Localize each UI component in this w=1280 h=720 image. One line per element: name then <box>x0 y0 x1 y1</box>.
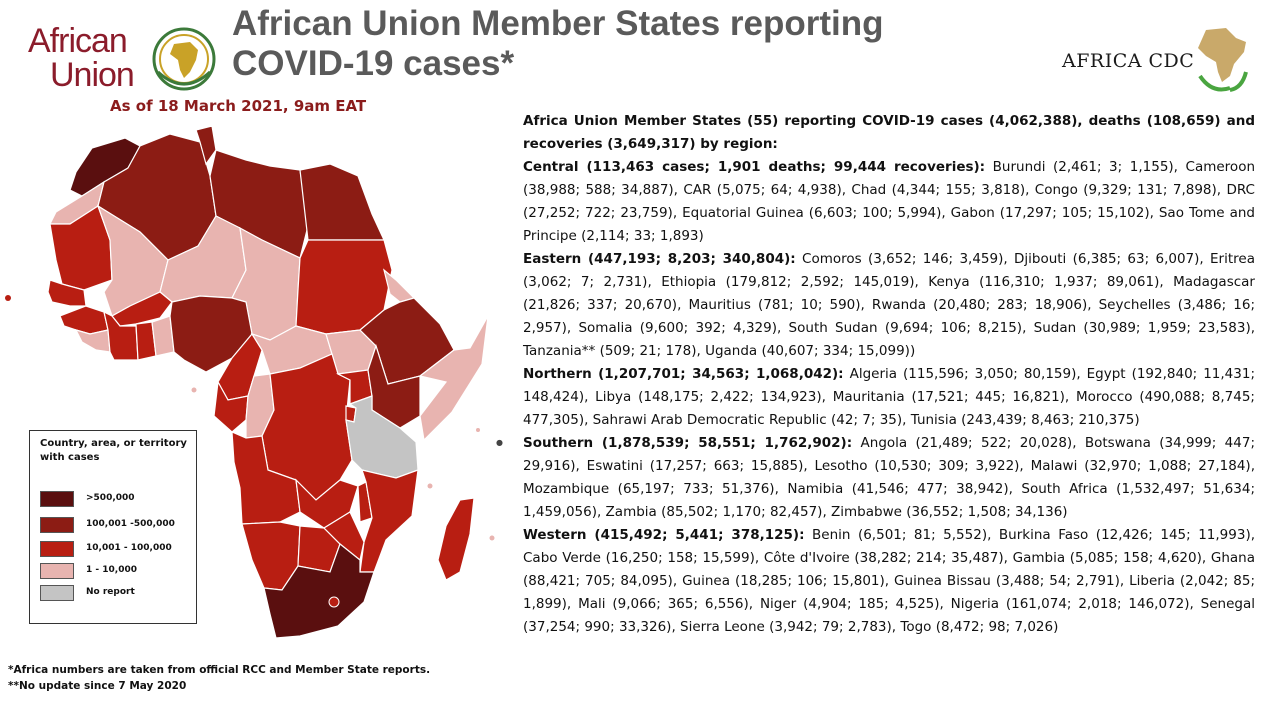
map-region-sierra-leone-liberia <box>74 329 111 353</box>
map-region-eritrea <box>382 268 416 303</box>
legend-swatch <box>40 517 74 533</box>
region-body: Angola (21,489; 522; 20,028), Botswana (… <box>523 435 1255 520</box>
map-region-seychelles <box>476 428 480 432</box>
africa-cdc-logo: AFRICA CDC <box>1058 22 1258 100</box>
decorative-dot-icon: ● <box>496 438 503 447</box>
legend-title: Country, area, or territory with cases <box>40 438 187 463</box>
map-region-comoros <box>427 483 433 489</box>
legend-swatch <box>40 563 74 579</box>
legend-label: 100,001 -500,000 <box>86 519 175 529</box>
region-header: Northern (1,207,701; 34,563; 1,068,042): <box>523 366 844 382</box>
page-title: African Union Member States reporting CO… <box>232 4 992 84</box>
map-region-mozambique <box>359 469 419 573</box>
region-body: Algeria (115,596; 3,050; 80,159), Egypt … <box>523 366 1255 428</box>
region-body: Benin (6,501; 81; 5,552), Burkina Faso (… <box>523 527 1256 635</box>
legend-swatch <box>40 541 74 557</box>
footnote-2: **No update since 7 May 2020 <box>8 680 187 692</box>
legend-label: No report <box>86 587 135 597</box>
map-region-south-africa <box>263 543 375 639</box>
legend-swatch <box>40 585 74 601</box>
footnotes: *Africa numbers are taken from official … <box>8 662 430 694</box>
region-central: Central (113,463 cases; 1,901 deaths; 99… <box>523 156 1255 248</box>
legend-label: 10,001 - 100,000 <box>86 543 172 553</box>
legend-swatch <box>40 491 74 507</box>
region-southern: Southern (1,878,539; 58,551; 1,762,902):… <box>523 432 1255 524</box>
map-region-cabo-verde <box>5 295 11 301</box>
map-region-zimbabwe <box>323 511 365 562</box>
region-header: Western (415,492; 5,441; 378,125): <box>523 527 805 543</box>
regional-summary: Africa Union Member States (55) reportin… <box>523 110 1255 639</box>
region-eastern: Eastern (447,193; 8,203; 340,804): Comor… <box>523 248 1255 363</box>
title-line-2: COVID-19 cases* <box>232 44 515 83</box>
legend-label: >500,000 <box>86 493 135 503</box>
map-region-tunisia <box>195 125 217 166</box>
map-legend: Country, area, or territory with cases >… <box>29 430 197 624</box>
map-region-egypt <box>299 163 385 241</box>
map-region-madagascar <box>437 497 475 581</box>
au-logo-text-line2: Union <box>50 56 135 94</box>
region-header: Eastern (447,193; 8,203; 340,804): <box>523 251 796 267</box>
map-region-lesotho-eswatini <box>328 596 340 608</box>
map-region-sao-tome <box>191 387 197 393</box>
summary-lead: Africa Union Member States (55) reportin… <box>523 113 1255 152</box>
region-header: Central (113,463 cases; 1,901 deaths; 99… <box>523 159 986 175</box>
cdc-africa-emblem-icon <box>1198 28 1248 92</box>
cdc-logo-text: AFRICA CDC <box>1062 50 1195 72</box>
title-line-1: African Union Member States reporting <box>232 4 884 43</box>
legend-label: 1 - 10,000 <box>86 565 137 575</box>
map-region-guinea <box>59 305 109 335</box>
map-region-somalia <box>418 315 489 442</box>
region-body: Burundi (2,461; 3; 1,155), Cameroon (38,… <box>523 159 1256 244</box>
region-body: Comoros (3,652; 146; 3,459), Djibouti (6… <box>523 251 1255 359</box>
map-region-mauritius <box>489 535 495 541</box>
region-western: Western (415,492; 5,441; 378,125): Benin… <box>523 524 1255 639</box>
region-header: Southern (1,878,539; 58,551; 1,762,902): <box>523 435 853 451</box>
footnote-1: *Africa numbers are taken from official … <box>8 664 431 676</box>
as-of-date: As of 18 March 2021, 9am EAT <box>110 97 367 115</box>
au-emblem-icon <box>152 27 216 91</box>
au-logo-text-line1: African <box>28 22 128 60</box>
region-northern: Northern (1,207,701; 34,563; 1,068,042):… <box>523 363 1255 432</box>
map-region-senegal <box>47 279 87 307</box>
african-union-logo: African Union <box>28 22 228 94</box>
africa-map <box>5 125 495 639</box>
